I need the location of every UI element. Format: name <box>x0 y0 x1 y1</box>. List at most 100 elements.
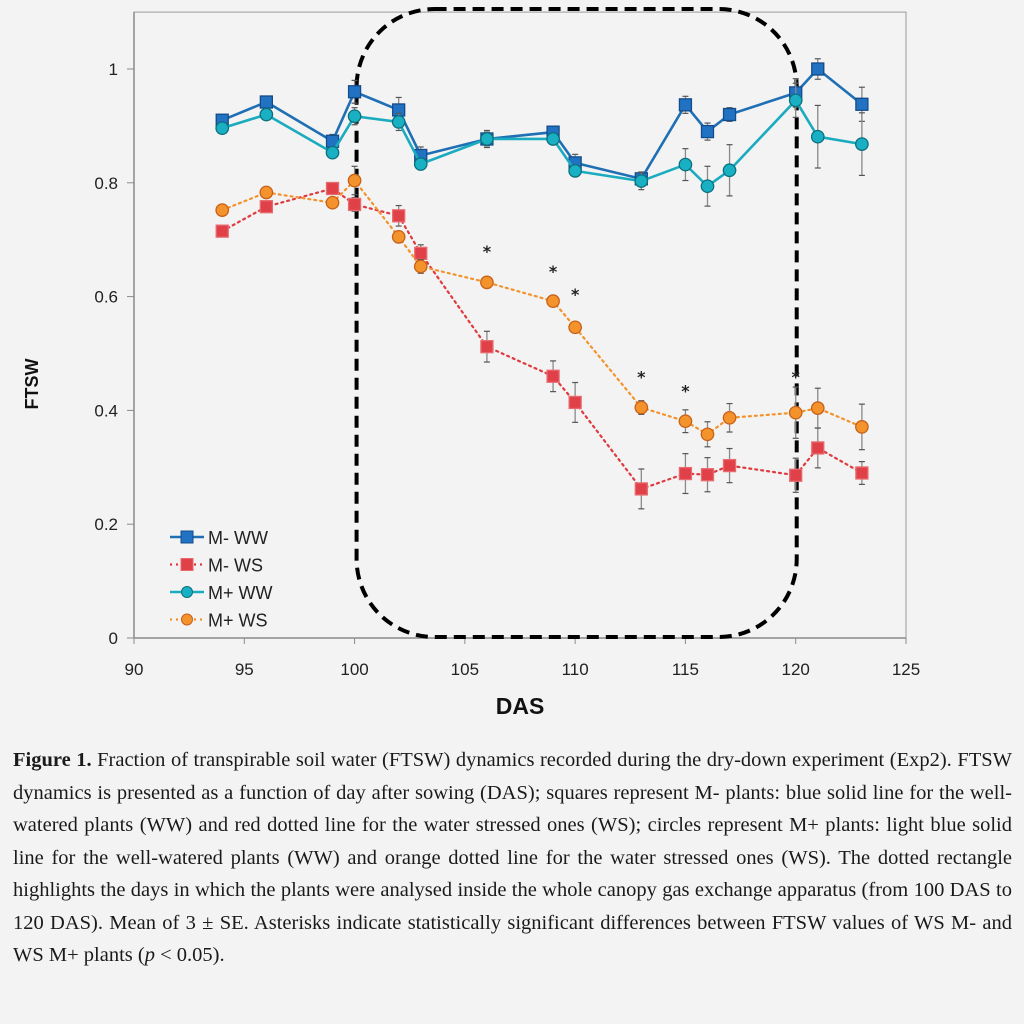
series-line <box>221 187 863 491</box>
data-point-circle <box>413 259 428 274</box>
x-tick-label: 105 <box>451 660 479 679</box>
y-tick-label: 1 <box>109 60 118 79</box>
data-point-square <box>347 197 362 212</box>
data-point-square <box>855 466 869 480</box>
caption-text: Fraction of transpirable soil water (FTS… <box>13 749 1012 966</box>
caption-p-symbol: p <box>144 944 155 966</box>
data-point-square <box>259 200 273 214</box>
series-group <box>215 58 869 510</box>
data-point-circle <box>788 405 803 420</box>
series-line <box>220 98 864 188</box>
data-point-circle <box>810 401 825 415</box>
data-point-circle <box>259 107 274 122</box>
x-tick-label: 120 <box>782 660 810 679</box>
y-tick-label: 0.6 <box>94 288 118 307</box>
data-point-circle <box>634 174 649 188</box>
data-point-square <box>678 466 693 481</box>
legend-item: M+ WW <box>170 583 273 603</box>
x-tick-label: 100 <box>340 660 368 679</box>
data-point-circle <box>259 185 274 200</box>
significance-star: * <box>483 242 492 261</box>
x-tick-label: 115 <box>672 660 699 679</box>
data-point-circle <box>568 320 582 335</box>
legend-circle-marker <box>181 586 193 598</box>
data-point-square <box>546 369 560 383</box>
legend: M- WW M- WS M+ WW M+ WS <box>170 528 273 631</box>
legend-item: M- WW <box>170 528 268 548</box>
data-point-circle <box>546 294 560 309</box>
significance-markers: * * * * * * <box>483 242 801 400</box>
data-point-square <box>325 181 340 196</box>
significance-star: * <box>637 367 646 386</box>
data-point-square <box>700 124 715 139</box>
legend-item: M+ WS <box>170 611 268 631</box>
series-line <box>221 178 863 436</box>
data-point-square <box>259 95 273 109</box>
data-point-square <box>722 107 737 122</box>
legend-square-marker <box>180 530 194 544</box>
legend-circle-marker <box>181 613 193 626</box>
data-point-circle <box>347 173 362 188</box>
y-tick-label: 0.4 <box>94 401 118 420</box>
y-axis-title: FTSW <box>22 359 42 410</box>
legend-item: M- WS <box>170 556 263 576</box>
data-point-square <box>414 246 428 261</box>
data-point-circle <box>700 427 715 442</box>
y-tick-label: 0.8 <box>94 174 118 193</box>
significance-star: * <box>549 262 558 281</box>
data-point-circle <box>215 203 230 217</box>
series-line <box>220 67 864 181</box>
data-point-circle <box>347 109 362 124</box>
x-tick-label: 90 <box>125 660 144 679</box>
data-point-circle <box>678 157 693 172</box>
x-tick-label: 125 <box>892 660 920 679</box>
data-point-square <box>855 97 869 111</box>
y-tick-label: 0 <box>109 629 118 648</box>
legend-label: M+ WS <box>208 611 268 631</box>
data-point-circle <box>722 410 737 425</box>
y-tick-label: 0.2 <box>94 515 118 534</box>
data-point-square <box>480 340 494 354</box>
data-point-circle <box>391 115 406 129</box>
data-point-square <box>722 458 737 473</box>
caption-tail: < 0.05). <box>154 944 225 966</box>
legend-square-marker <box>180 558 194 571</box>
data-point-circle <box>722 163 737 178</box>
x-tick-label: 110 <box>562 660 589 679</box>
data-point-circle <box>546 132 560 146</box>
x-axis-title: DAS <box>496 693 545 719</box>
caption-label: Figure 1. <box>13 749 92 771</box>
legend-label: M- WW <box>208 528 268 548</box>
figure-caption: Figure 1. Fraction of transpirable soil … <box>13 744 1012 972</box>
legend-label: M+ WW <box>208 583 273 603</box>
data-point-square <box>568 395 582 410</box>
data-point-square <box>811 441 825 455</box>
series-m-ww <box>215 58 869 187</box>
data-point-square <box>678 98 693 112</box>
data-point-circle <box>634 400 649 415</box>
data-point-circle <box>325 195 340 210</box>
data-point-square <box>700 468 715 482</box>
highlight-rect <box>354 7 799 639</box>
data-point-circle <box>700 179 715 194</box>
data-point-circle <box>678 414 693 429</box>
x-tick-label: 95 <box>235 660 254 679</box>
data-point-square <box>634 482 648 496</box>
data-point-circle <box>325 145 340 160</box>
significance-star: * <box>571 285 580 304</box>
legend-label: M- WS <box>208 556 263 576</box>
data-point-circle <box>568 164 582 178</box>
data-point-circle <box>788 93 803 108</box>
data-point-circle <box>215 121 230 136</box>
data-point-square <box>347 85 362 99</box>
data-point-circle <box>391 230 406 244</box>
significance-star: * <box>681 381 690 400</box>
data-point-circle <box>855 137 869 151</box>
data-point-square <box>215 224 229 238</box>
data-point-square <box>811 62 825 76</box>
series-m-ww <box>215 82 869 207</box>
significance-star: * <box>792 367 801 386</box>
data-point-circle <box>855 420 869 434</box>
data-point-circle <box>480 132 494 146</box>
